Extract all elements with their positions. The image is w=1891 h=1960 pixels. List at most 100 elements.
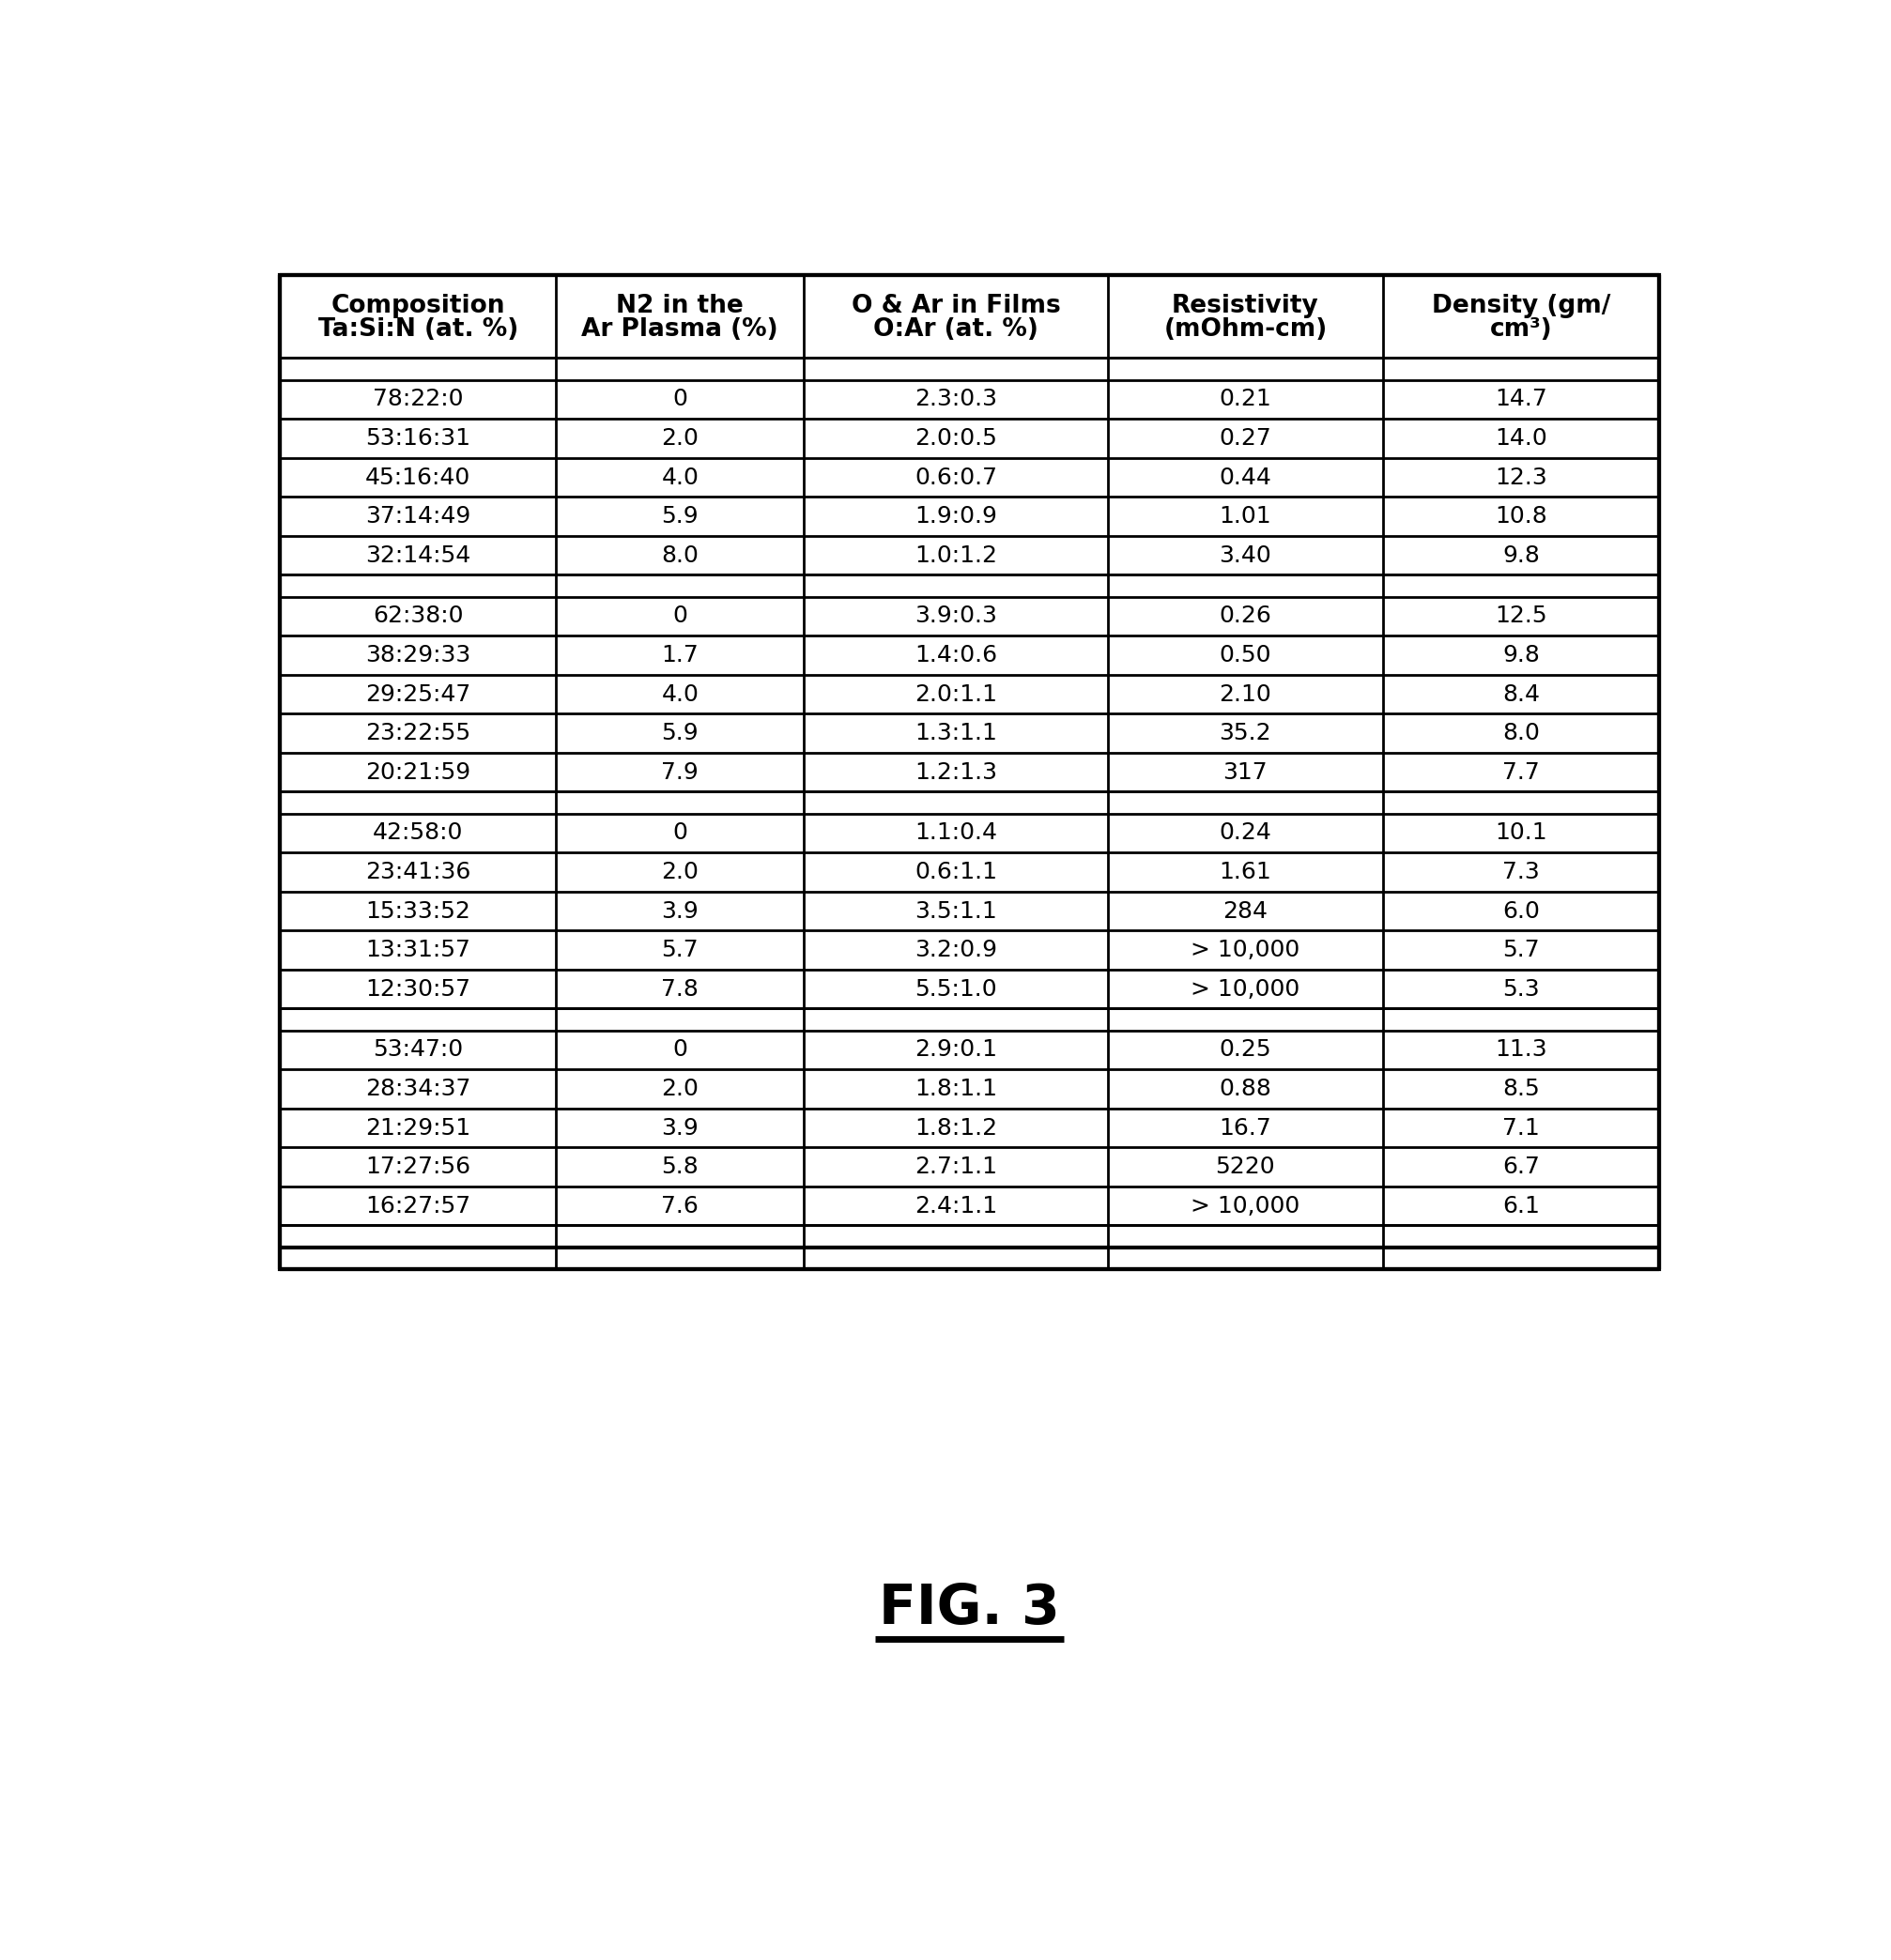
Text: 0.26: 0.26: [1218, 606, 1271, 627]
Text: 0.6:0.7: 0.6:0.7: [913, 466, 997, 488]
Text: 6.0: 6.0: [1501, 900, 1539, 923]
Text: 13:31:57: 13:31:57: [365, 939, 471, 960]
Text: 2.0:1.1: 2.0:1.1: [913, 682, 997, 706]
Text: 0: 0: [673, 821, 686, 845]
Text: Ta:Si:N (at. %): Ta:Si:N (at. %): [318, 318, 518, 341]
Text: 20:21:59: 20:21:59: [365, 760, 471, 784]
Text: 7.3: 7.3: [1501, 860, 1539, 884]
Text: Ar Plasma (%): Ar Plasma (%): [581, 318, 777, 341]
Text: cm³): cm³): [1490, 318, 1553, 341]
Text: > 10,000: > 10,000: [1189, 939, 1299, 960]
Text: 8.0: 8.0: [1501, 721, 1539, 745]
Text: 23:41:36: 23:41:36: [365, 860, 471, 884]
Text: 0.50: 0.50: [1218, 645, 1271, 666]
Text: 7.6: 7.6: [662, 1196, 698, 1217]
Text: 2.3:0.3: 2.3:0.3: [913, 388, 997, 410]
Text: 53:47:0: 53:47:0: [373, 1039, 463, 1060]
Text: 12.5: 12.5: [1494, 606, 1547, 627]
Text: > 10,000: > 10,000: [1189, 1196, 1299, 1217]
Text: 38:29:33: 38:29:33: [365, 645, 471, 666]
Text: 28:34:37: 28:34:37: [365, 1078, 471, 1100]
Text: 16:27:57: 16:27:57: [365, 1196, 471, 1217]
Text: 15:33:52: 15:33:52: [365, 900, 471, 923]
Text: 3.9: 3.9: [662, 1117, 698, 1139]
Text: Composition: Composition: [331, 294, 505, 319]
Text: 0: 0: [673, 606, 686, 627]
Text: 5220: 5220: [1214, 1156, 1275, 1178]
Text: 1.8:1.2: 1.8:1.2: [913, 1117, 997, 1139]
Text: 7.1: 7.1: [1501, 1117, 1539, 1139]
Text: 78:22:0: 78:22:0: [373, 388, 463, 410]
Text: Density (gm/: Density (gm/: [1431, 294, 1609, 319]
Text: > 10,000: > 10,000: [1189, 978, 1299, 1000]
Text: 23:22:55: 23:22:55: [365, 721, 471, 745]
Text: 3.5:1.1: 3.5:1.1: [913, 900, 997, 923]
Text: 21:29:51: 21:29:51: [365, 1117, 471, 1139]
Text: 5.8: 5.8: [662, 1156, 698, 1178]
Text: 14.7: 14.7: [1494, 388, 1547, 410]
Bar: [280, 274, 1658, 1268]
Text: 2.0: 2.0: [662, 1078, 698, 1100]
Text: 0.21: 0.21: [1218, 388, 1271, 410]
Text: 10.8: 10.8: [1494, 506, 1547, 527]
Text: 5.5:1.0: 5.5:1.0: [913, 978, 997, 1000]
Text: 3.9: 3.9: [662, 900, 698, 923]
Text: 32:14:54: 32:14:54: [365, 545, 471, 566]
Text: 0.6:1.1: 0.6:1.1: [913, 860, 997, 884]
Text: 2.0: 2.0: [662, 860, 698, 884]
Text: 317: 317: [1222, 760, 1267, 784]
Text: 45:16:40: 45:16:40: [365, 466, 471, 488]
Text: 29:25:47: 29:25:47: [365, 682, 471, 706]
Text: 0.44: 0.44: [1218, 466, 1271, 488]
Text: 1.8:1.1: 1.8:1.1: [913, 1078, 997, 1100]
Text: 17:27:56: 17:27:56: [365, 1156, 471, 1178]
Text: 1.3:1.1: 1.3:1.1: [913, 721, 997, 745]
Text: 0: 0: [673, 388, 686, 410]
Text: 2.4:1.1: 2.4:1.1: [913, 1196, 997, 1217]
Text: 7.7: 7.7: [1501, 760, 1539, 784]
Text: 0.24: 0.24: [1218, 821, 1271, 845]
Text: 1.61: 1.61: [1218, 860, 1271, 884]
Text: 1.4:0.6: 1.4:0.6: [913, 645, 997, 666]
Text: 9.8: 9.8: [1501, 645, 1539, 666]
Text: 6.7: 6.7: [1501, 1156, 1539, 1178]
Text: 12:30:57: 12:30:57: [365, 978, 471, 1000]
Text: 5.7: 5.7: [662, 939, 698, 960]
Text: 62:38:0: 62:38:0: [373, 606, 463, 627]
Text: 12.3: 12.3: [1494, 466, 1547, 488]
Text: 42:58:0: 42:58:0: [373, 821, 463, 845]
Text: 2.0:0.5: 2.0:0.5: [913, 427, 997, 449]
Text: N2 in the: N2 in the: [616, 294, 743, 319]
Text: 10.1: 10.1: [1494, 821, 1547, 845]
Text: 4.0: 4.0: [662, 466, 698, 488]
Text: 2.9:0.1: 2.9:0.1: [913, 1039, 997, 1060]
Text: 0: 0: [673, 1039, 686, 1060]
Text: 8.4: 8.4: [1501, 682, 1539, 706]
Text: 11.3: 11.3: [1494, 1039, 1547, 1060]
Text: 1.0:1.2: 1.0:1.2: [913, 545, 997, 566]
Text: Resistivity: Resistivity: [1171, 294, 1318, 319]
Text: 3.2:0.9: 3.2:0.9: [913, 939, 997, 960]
Text: 7.8: 7.8: [662, 978, 698, 1000]
Text: 5.3: 5.3: [1501, 978, 1539, 1000]
Text: O:Ar (at. %): O:Ar (at. %): [874, 318, 1038, 341]
Text: 1.2:1.3: 1.2:1.3: [913, 760, 997, 784]
Text: 3.9:0.3: 3.9:0.3: [913, 606, 997, 627]
Text: (mOhm-cm): (mOhm-cm): [1163, 318, 1327, 341]
Text: 3.40: 3.40: [1218, 545, 1271, 566]
Text: 0.25: 0.25: [1218, 1039, 1271, 1060]
Text: 1.1:0.4: 1.1:0.4: [913, 821, 997, 845]
Text: 7.9: 7.9: [662, 760, 698, 784]
Text: 1.7: 1.7: [662, 645, 698, 666]
Text: 37:14:49: 37:14:49: [365, 506, 471, 527]
Text: O & Ar in Films: O & Ar in Films: [851, 294, 1059, 319]
Text: 284: 284: [1222, 900, 1267, 923]
Text: 1.9:0.9: 1.9:0.9: [913, 506, 997, 527]
Text: 53:16:31: 53:16:31: [365, 427, 471, 449]
Text: 2.10: 2.10: [1218, 682, 1271, 706]
Text: 9.8: 9.8: [1501, 545, 1539, 566]
Text: 5.7: 5.7: [1501, 939, 1539, 960]
Text: 2.0: 2.0: [662, 427, 698, 449]
Text: 8.5: 8.5: [1501, 1078, 1539, 1100]
Text: 6.1: 6.1: [1501, 1196, 1539, 1217]
